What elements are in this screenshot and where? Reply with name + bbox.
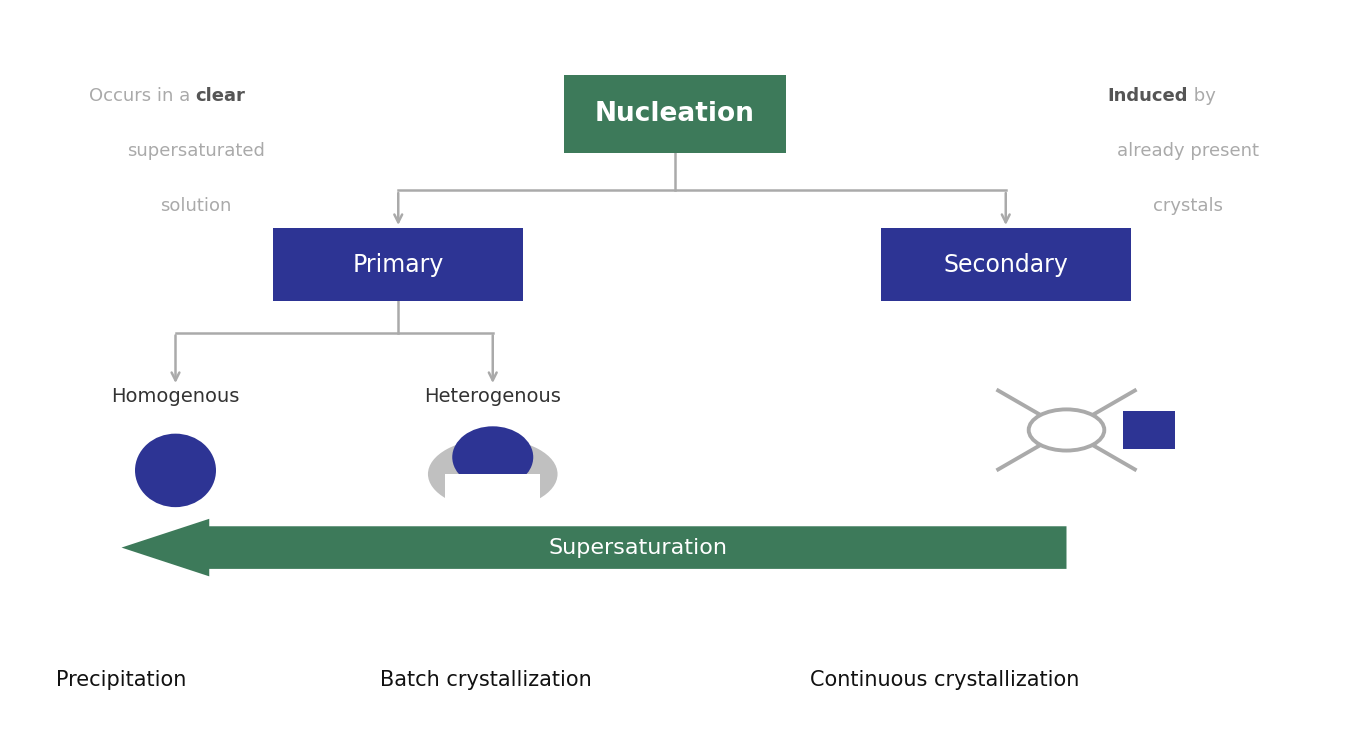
FancyBboxPatch shape [273, 228, 522, 301]
Text: Batch crystallization: Batch crystallization [381, 670, 591, 690]
Text: solution: solution [161, 197, 231, 215]
Text: Heterogenous: Heterogenous [424, 387, 562, 406]
FancyArrow shape [122, 519, 1066, 576]
FancyBboxPatch shape [1123, 411, 1174, 449]
Circle shape [1029, 409, 1104, 451]
FancyBboxPatch shape [446, 474, 540, 517]
Text: Induced: Induced [1107, 87, 1188, 104]
Text: clear: clear [196, 87, 246, 104]
Ellipse shape [135, 434, 216, 507]
Text: crystals: crystals [1153, 197, 1223, 215]
FancyBboxPatch shape [880, 228, 1130, 301]
Text: Occurs in a: Occurs in a [89, 87, 196, 104]
Text: Secondary: Secondary [944, 253, 1068, 276]
Text: already present: already present [1116, 142, 1260, 159]
Text: supersaturated: supersaturated [127, 142, 265, 159]
Text: Precipitation: Precipitation [57, 670, 186, 690]
Text: Continuous crystallization: Continuous crystallization [810, 670, 1080, 690]
Ellipse shape [452, 426, 533, 488]
Text: Nucleation: Nucleation [595, 101, 755, 127]
Text: by: by [1188, 87, 1216, 104]
FancyBboxPatch shape [564, 76, 786, 153]
Circle shape [428, 439, 558, 509]
Text: Supersaturation: Supersaturation [548, 537, 728, 558]
Text: Homogenous: Homogenous [111, 387, 240, 406]
Text: Primary: Primary [352, 253, 444, 276]
